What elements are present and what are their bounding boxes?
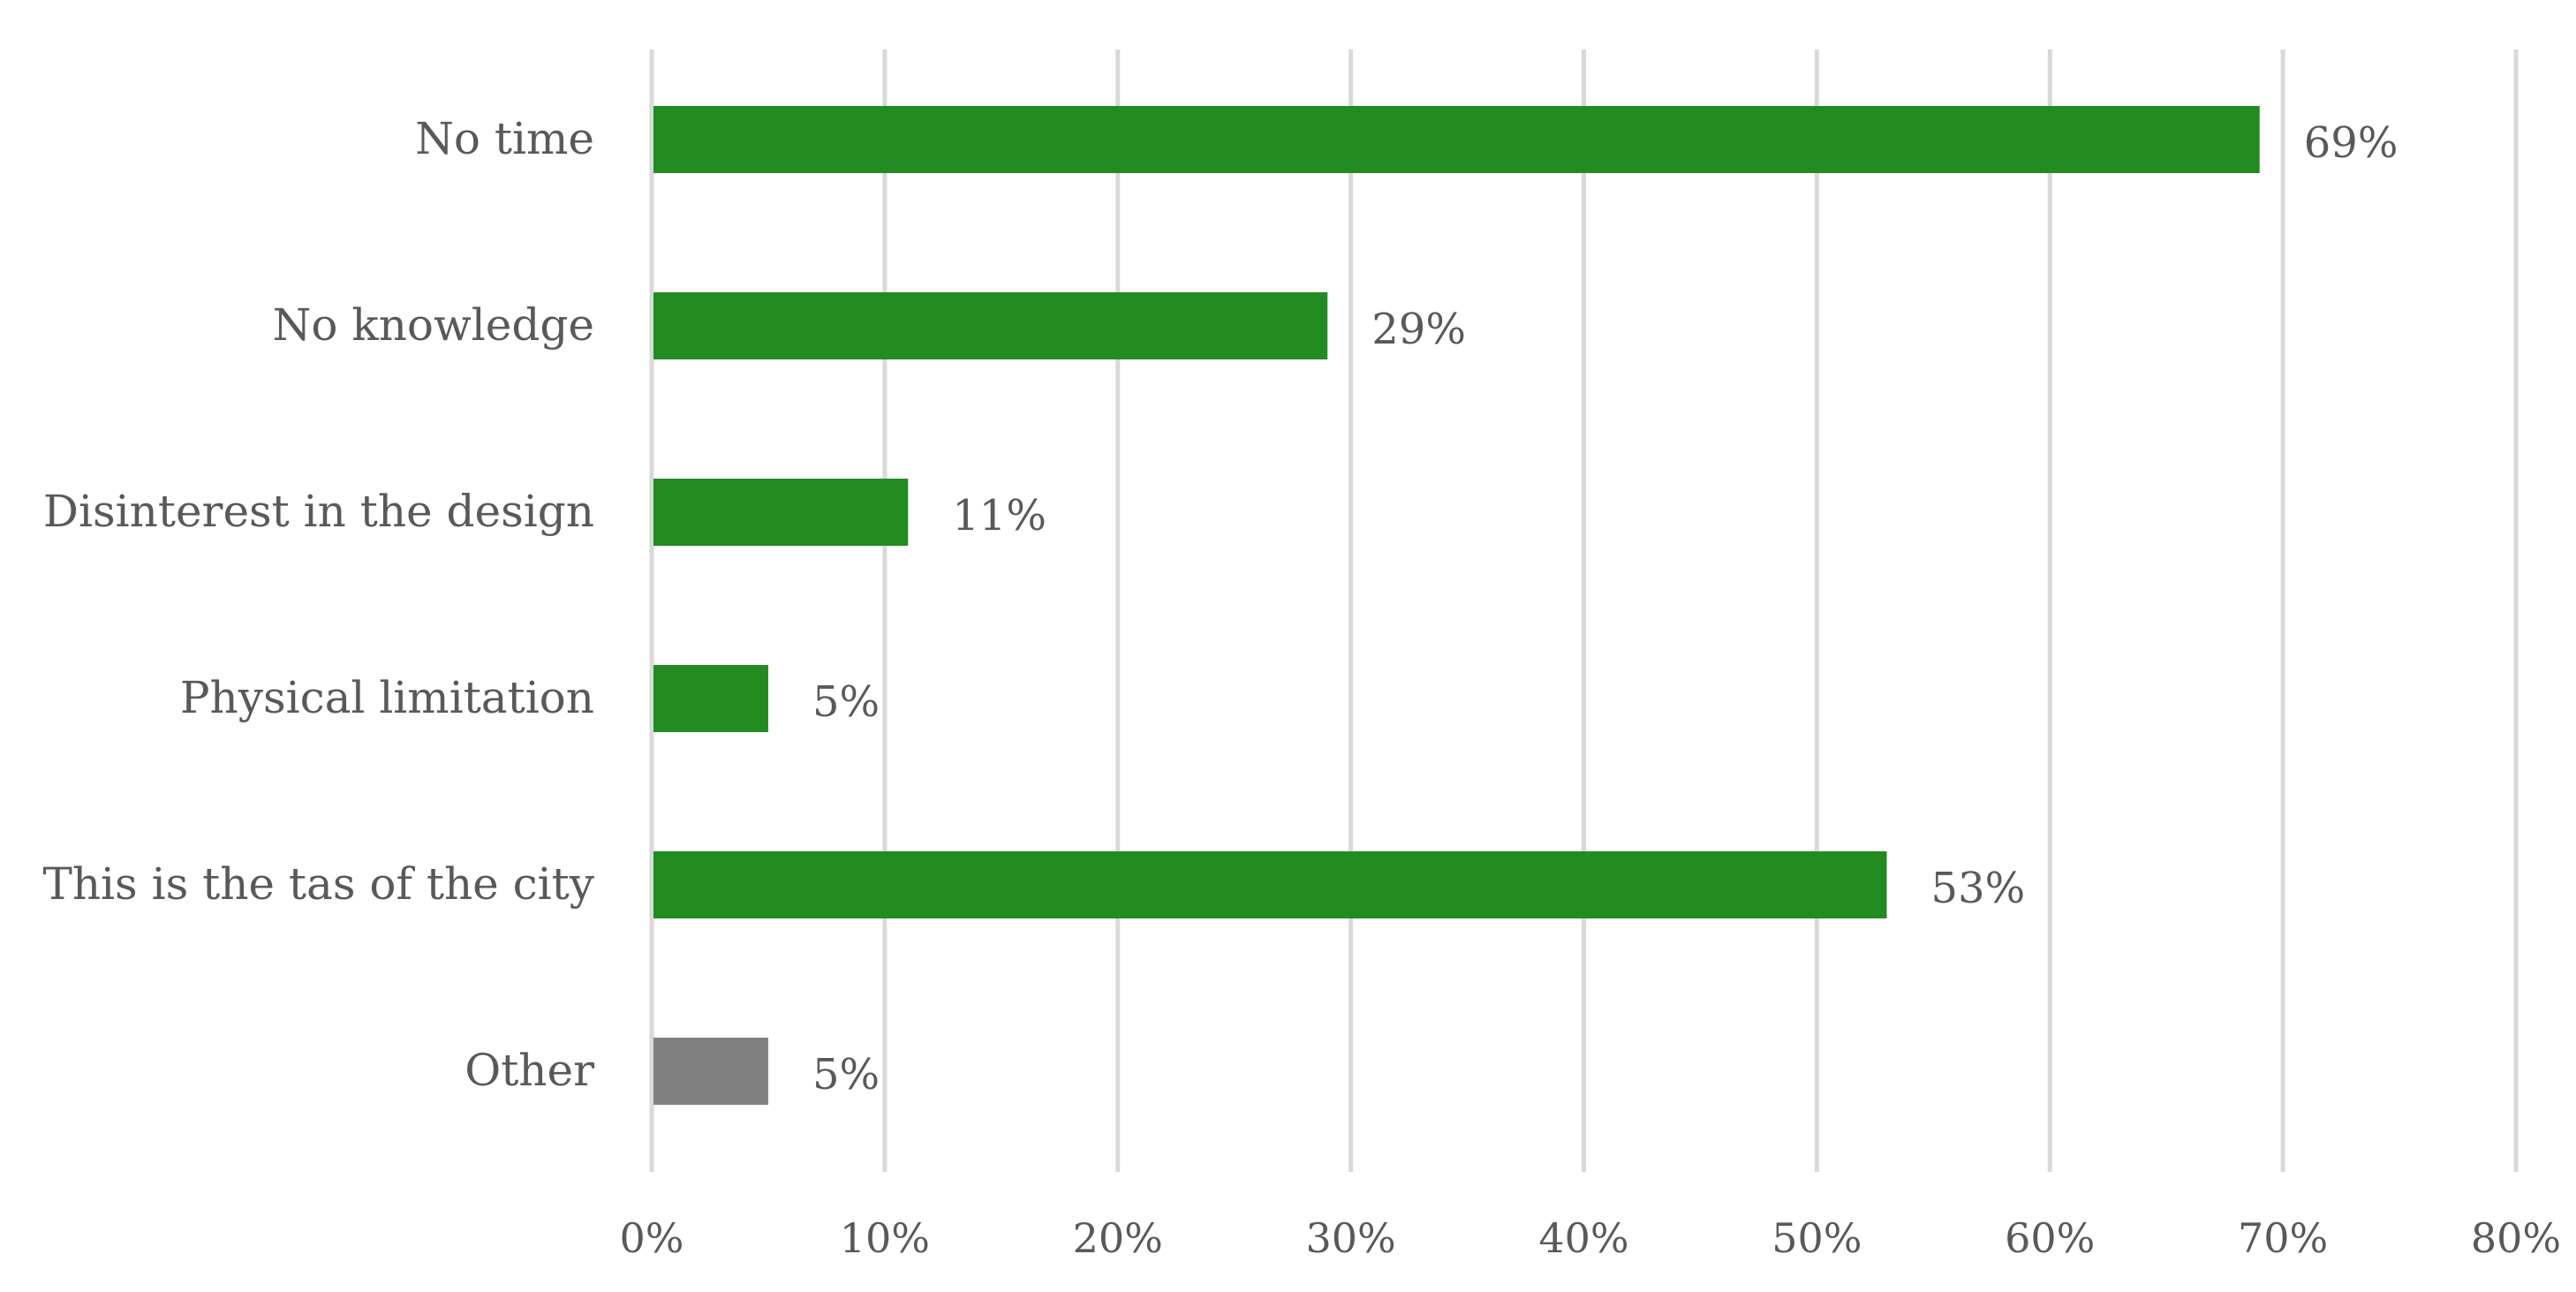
x-tick-label: 0%	[620, 1214, 684, 1262]
x-tick-label: 20%	[1073, 1214, 1163, 1262]
category-label: Physical limitation	[180, 672, 594, 723]
data-label: 5%	[812, 1050, 880, 1099]
category-label: This is the tas of the city	[43, 858, 595, 910]
bar	[653, 106, 2260, 173]
data-label: 29%	[1371, 305, 1466, 354]
bar	[653, 851, 1887, 918]
bar	[653, 1038, 768, 1105]
x-tick-label: 40%	[1538, 1214, 1628, 1262]
data-label: 69%	[2304, 118, 2398, 168]
x-tick-label: 30%	[1306, 1214, 1396, 1262]
bar	[653, 292, 1328, 359]
data-label: 5%	[812, 677, 880, 727]
x-tick-label: 50%	[1771, 1214, 1862, 1262]
bar	[653, 479, 909, 546]
x-tick-label: 70%	[2238, 1214, 2328, 1262]
category-label: No time	[415, 113, 594, 164]
x-tick-label: 60%	[2005, 1214, 2095, 1262]
category-label: Disinterest in the design	[43, 486, 594, 537]
category-label: No knowledge	[273, 299, 594, 351]
bar	[653, 665, 768, 732]
data-label: 53%	[1931, 864, 2026, 913]
data-label: 11%	[952, 491, 1046, 540]
x-tick-label: 10%	[840, 1214, 930, 1262]
category-label: Other	[465, 1045, 594, 1096]
x-tick-label: 80%	[2471, 1214, 2561, 1262]
